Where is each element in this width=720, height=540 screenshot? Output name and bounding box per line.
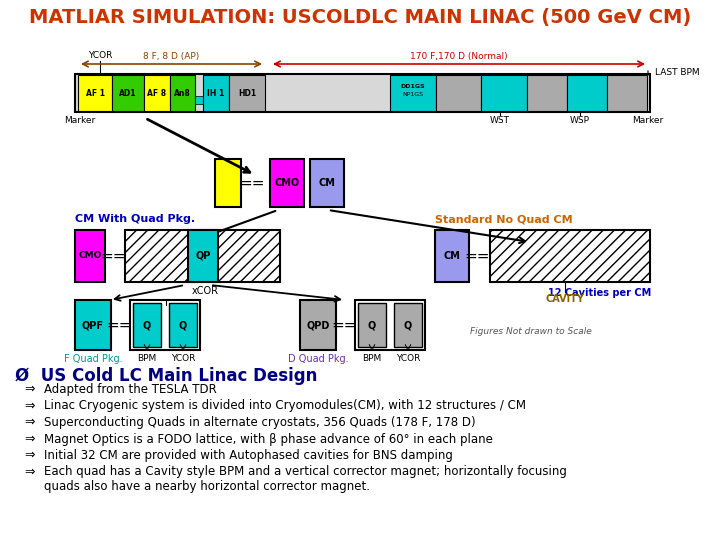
Text: AF 1: AF 1	[86, 89, 104, 98]
Text: An8: An8	[174, 89, 191, 98]
Bar	[133, 303, 161, 347]
Bar	[144, 75, 170, 111]
Bar	[75, 230, 105, 282]
Bar	[436, 75, 481, 111]
Text: CMO: CMO	[274, 178, 300, 188]
Text: HD1: HD1	[238, 89, 256, 98]
Text: ==: ==	[464, 248, 490, 264]
Text: ⇒: ⇒	[24, 449, 35, 462]
Text: 12 Cavities per CM: 12 Cavities per CM	[549, 288, 652, 298]
Text: D Quad Pkg.: D Quad Pkg.	[288, 354, 348, 364]
Text: xCOR: xCOR	[192, 286, 218, 296]
Bar	[75, 300, 111, 350]
Text: AD1: AD1	[120, 89, 137, 98]
Text: ==: ==	[331, 318, 356, 333]
Bar	[203, 75, 229, 111]
Bar	[130, 300, 200, 350]
Text: YCOR: YCOR	[88, 51, 112, 60]
Text: Adapted from the TESLA TDR: Adapted from the TESLA TDR	[44, 383, 217, 396]
Bar	[270, 159, 304, 207]
Text: 170 F,170 D (Normal): 170 F,170 D (Normal)	[410, 52, 508, 61]
Text: Marker: Marker	[64, 116, 96, 125]
Text: Initial 32 CM are provided with Autophased cavities for BNS damping: Initial 32 CM are provided with Autophas…	[44, 449, 453, 462]
Text: CM: CM	[444, 251, 460, 261]
Text: YCOR: YCOR	[396, 354, 420, 363]
Text: ⇒: ⇒	[24, 465, 35, 478]
Text: ⇒: ⇒	[24, 416, 35, 429]
Text: ⇒: ⇒	[24, 400, 35, 413]
Text: CMO: CMO	[78, 252, 102, 260]
Bar	[300, 300, 336, 350]
Text: F Quad Pkg.: F Quad Pkg.	[63, 354, 122, 364]
Text: CM: CM	[318, 178, 336, 188]
Text: BPM: BPM	[362, 354, 382, 363]
Text: ==: ==	[239, 176, 265, 191]
Text: Q: Q	[179, 320, 187, 330]
Bar	[490, 230, 650, 282]
Text: WSP: WSP	[570, 116, 590, 125]
Bar	[355, 300, 425, 350]
Text: QP: QP	[195, 251, 211, 261]
Bar	[112, 75, 144, 111]
Bar	[78, 75, 112, 111]
Bar	[75, 74, 650, 112]
Text: WST: WST	[490, 116, 510, 125]
Bar	[310, 159, 344, 207]
Bar	[188, 230, 218, 282]
Text: Linac Cryogenic system is divided into Cryomodules(CM), with 12 structures / CM: Linac Cryogenic system is divided into C…	[44, 400, 526, 413]
Text: Ø  US Cold LC Main Linac Design: Ø US Cold LC Main Linac Design	[15, 367, 318, 385]
Text: Q: Q	[404, 320, 412, 330]
Text: 8 F, 8 D (AP): 8 F, 8 D (AP)	[143, 52, 199, 61]
Bar	[169, 303, 197, 347]
Text: ⇒: ⇒	[24, 433, 35, 446]
Bar	[607, 75, 647, 111]
Text: quads also have a nearby horizontal corrector magnet.: quads also have a nearby horizontal corr…	[44, 480, 370, 493]
Bar	[358, 303, 386, 347]
Text: Each quad has a Cavity style BPM and a vertical corrector magnet; horizontally f: Each quad has a Cavity style BPM and a v…	[44, 465, 567, 478]
Text: YCOR: YCOR	[171, 354, 195, 363]
Text: DD1GS: DD1GS	[401, 84, 426, 89]
Bar	[170, 75, 195, 111]
Bar	[435, 230, 469, 282]
Text: IH 1: IH 1	[207, 89, 225, 98]
Text: AF 8: AF 8	[148, 89, 166, 98]
Text: Marker: Marker	[632, 116, 664, 125]
Bar	[394, 303, 422, 347]
Text: ==: ==	[100, 248, 126, 264]
Bar	[215, 159, 241, 207]
Text: CM With Quad Pkg.: CM With Quad Pkg.	[75, 214, 195, 224]
Text: ==: ==	[107, 318, 132, 333]
Text: MATLIAR SIMULATION: USCOLDLC MAIN LINAC (500 GeV CM): MATLIAR SIMULATION: USCOLDLC MAIN LINAC …	[29, 8, 691, 27]
Text: NP1GS: NP1GS	[402, 92, 423, 98]
Bar	[195, 96, 203, 104]
Text: Superconducting Quads in alternate cryostats, 356 Quads (178 F, 178 D): Superconducting Quads in alternate cryos…	[44, 416, 476, 429]
Text: Figures Not drawn to Scale: Figures Not drawn to Scale	[470, 327, 592, 336]
Text: Standard No Quad CM: Standard No Quad CM	[435, 214, 572, 224]
Bar	[229, 75, 265, 111]
Text: ⇒: ⇒	[24, 383, 35, 396]
Bar	[567, 75, 607, 111]
Text: LAST BPM: LAST BPM	[655, 68, 700, 77]
Bar	[527, 75, 567, 111]
Bar	[125, 230, 280, 282]
Text: Magnet Optics is a FODO lattice, with β phase advance of 60° in each plane: Magnet Optics is a FODO lattice, with β …	[44, 433, 493, 446]
Bar	[390, 75, 436, 111]
Text: Q: Q	[143, 320, 151, 330]
Text: Q: Q	[368, 320, 376, 330]
Text: BPM: BPM	[138, 354, 157, 363]
Text: QPD: QPD	[306, 320, 330, 330]
Text: CAVITY: CAVITY	[546, 294, 585, 304]
Text: QPF: QPF	[82, 320, 104, 330]
Bar	[481, 75, 527, 111]
